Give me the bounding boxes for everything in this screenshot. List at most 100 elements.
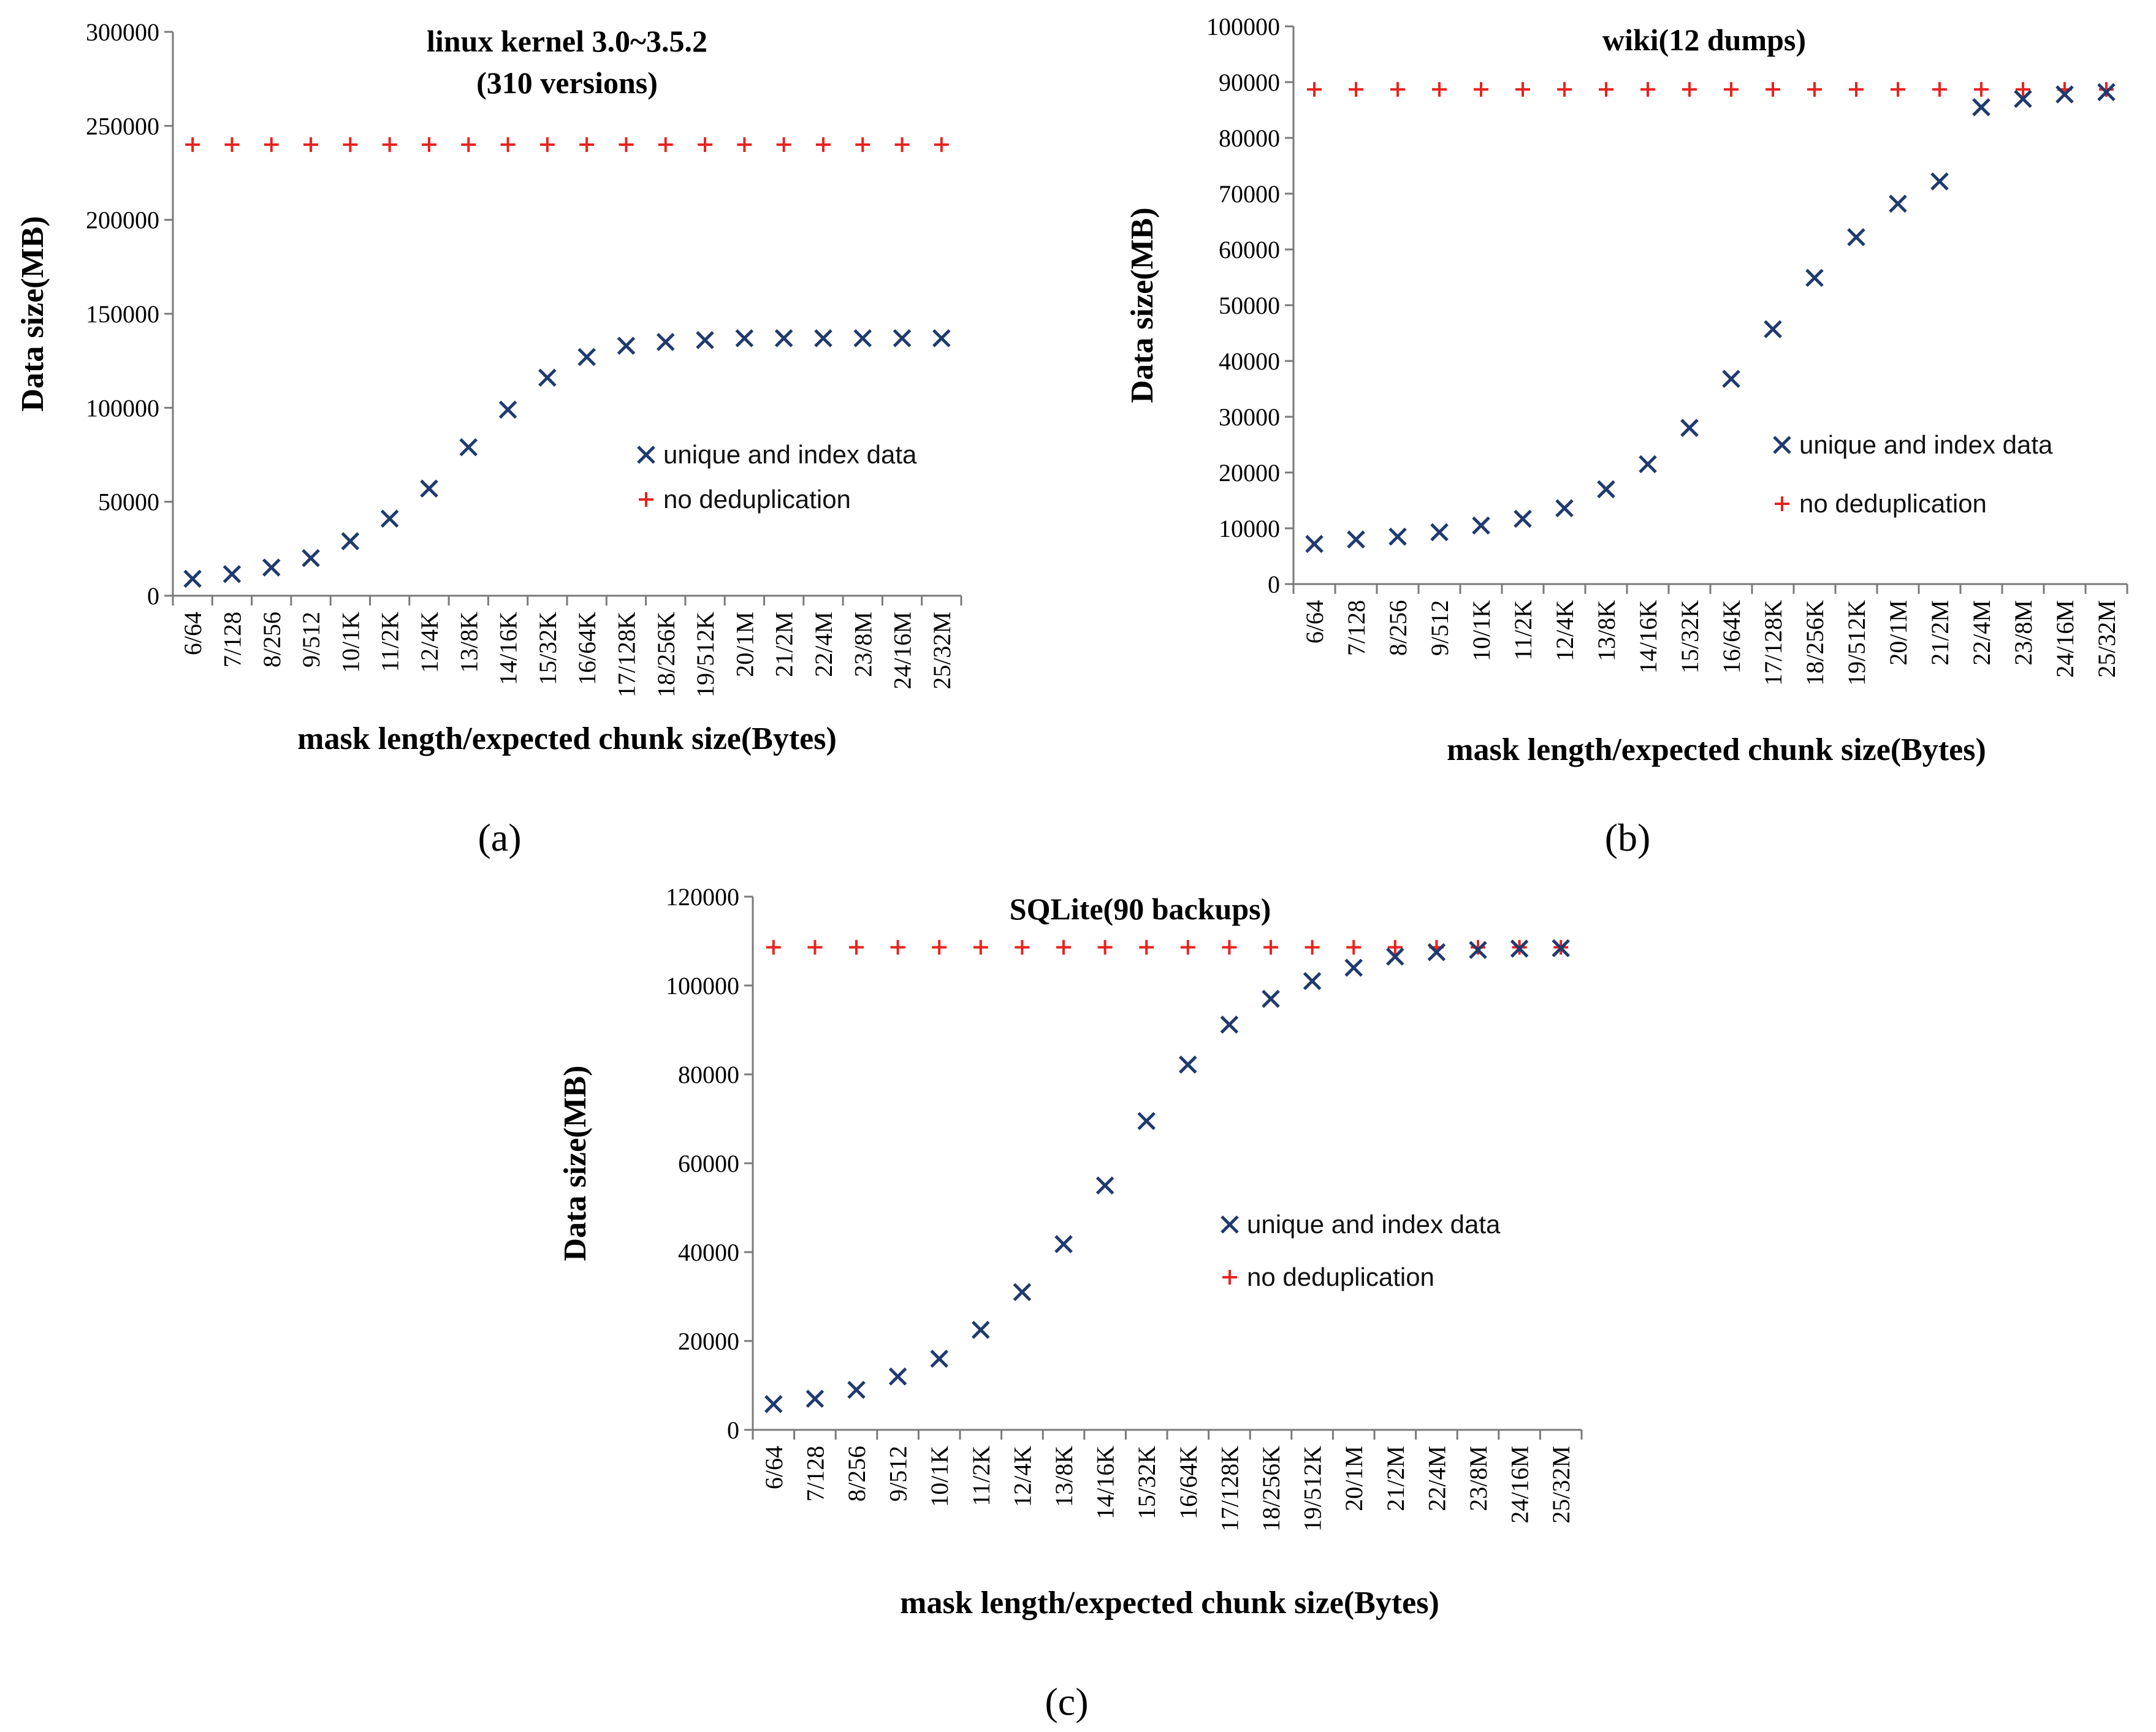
marker-stroke bbox=[498, 400, 517, 419]
chart-panel-3: 0 20000 40000 60000 80000 100000 120000 6/64 7/1… bbox=[558, 883, 1583, 1723]
data-point-plus bbox=[807, 940, 823, 955]
data-point-x bbox=[1262, 989, 1280, 1008]
marker-stroke bbox=[1555, 499, 1574, 518]
x-tick-label: 21/2M bbox=[1382, 1446, 1409, 1511]
data-point-x bbox=[774, 329, 793, 348]
marker-stroke bbox=[420, 479, 438, 498]
marker-stroke bbox=[2055, 85, 2074, 104]
x-tick-label: 16/64K bbox=[573, 612, 601, 685]
y-tick-label: 10000 bbox=[1219, 515, 1280, 542]
y-tick-label: 20000 bbox=[678, 1327, 739, 1355]
data-point-x bbox=[1388, 527, 1407, 546]
data-point-x bbox=[932, 329, 951, 348]
x-tick-label: 18/256K bbox=[652, 612, 680, 697]
marker-stroke bbox=[774, 329, 793, 348]
data-point-x bbox=[1054, 1235, 1073, 1253]
data-point-plus bbox=[1724, 82, 1739, 97]
marker-stroke bbox=[1427, 943, 1446, 962]
data-point-plus bbox=[343, 137, 358, 152]
marker-stroke bbox=[183, 569, 202, 588]
data-point-plus bbox=[1139, 940, 1154, 955]
x-tick-label: 20/1M bbox=[1340, 1446, 1368, 1511]
marker-stroke bbox=[888, 1367, 907, 1386]
data-point-plus bbox=[382, 137, 397, 152]
marker-stroke bbox=[1773, 436, 1791, 454]
y-tick-label: 250000 bbox=[86, 112, 159, 140]
data-point-plus bbox=[1682, 82, 1697, 97]
chart-title: SQLite(90 backups) bbox=[1010, 892, 1271, 926]
x-tick-label: 25/32M bbox=[1547, 1446, 1575, 1524]
x-tick-label: 12/4K bbox=[1551, 600, 1579, 661]
marker-stroke bbox=[577, 348, 596, 367]
x-tick-label: 7/128 bbox=[801, 1446, 829, 1502]
marker-stroke bbox=[1221, 1215, 1239, 1234]
data-point-x bbox=[696, 331, 714, 349]
data-point-x bbox=[1386, 948, 1404, 966]
x-tick-label: 7/128 bbox=[1343, 600, 1370, 656]
marker-stroke bbox=[1680, 419, 1699, 437]
data-point-x bbox=[735, 329, 754, 348]
data-point-x bbox=[1095, 1176, 1114, 1195]
x-axis-title: mask length/expected chunk size(Bytes) bbox=[1447, 732, 1986, 767]
x-tick-label: 19/512K bbox=[691, 612, 719, 697]
marker-stroke bbox=[637, 446, 655, 464]
x-tick-label: 10/1K bbox=[337, 612, 364, 673]
x-tick-label: 23/8M bbox=[1465, 1446, 1492, 1511]
data-point-plus bbox=[894, 137, 910, 152]
data-point-x bbox=[972, 1321, 990, 1339]
data-point-x bbox=[183, 569, 202, 588]
data-point-plus bbox=[698, 137, 713, 152]
marker-stroke bbox=[814, 329, 832, 348]
x-tick-label: 6/64 bbox=[760, 1446, 788, 1489]
data-point-plus bbox=[932, 940, 947, 955]
marker-stroke bbox=[1805, 268, 1824, 287]
data-point-plus bbox=[1432, 82, 1447, 97]
marker-stroke bbox=[1597, 480, 1615, 499]
marker-stroke bbox=[806, 1389, 825, 1408]
data-point-plus bbox=[1390, 82, 1405, 97]
data-point-plus bbox=[1515, 82, 1530, 97]
marker-stroke bbox=[930, 1350, 948, 1368]
x-tick-label: 16/64K bbox=[1718, 600, 1745, 674]
chart-title: wiki(12 dumps) bbox=[1602, 23, 1806, 57]
legend-marker-plus bbox=[639, 492, 653, 507]
x-tick-label: 21/2M bbox=[771, 612, 798, 677]
marker-stroke bbox=[1430, 523, 1449, 542]
series-no-deduplication bbox=[185, 137, 949, 152]
y-tick-label: 40000 bbox=[678, 1239, 739, 1266]
data-point-x bbox=[1305, 534, 1324, 553]
x-tick-label: 14/16K bbox=[1634, 600, 1662, 674]
data-point-plus bbox=[890, 940, 905, 955]
y-axis-title: Data size(MB) bbox=[558, 1065, 593, 1261]
legend: unique and index data no deduplication bbox=[637, 440, 917, 514]
chart-panel-2: 0 10000 20000 30000 40000 50000 60000 70000 8000… bbox=[1125, 13, 2128, 859]
data-point-plus bbox=[815, 137, 831, 152]
x-tick-label: 18/256K bbox=[1257, 1446, 1285, 1532]
marker-stroke bbox=[656, 333, 675, 351]
data-point-x bbox=[1347, 530, 1365, 549]
data-point-x bbox=[1680, 419, 1699, 437]
data-point-plus bbox=[1346, 940, 1362, 955]
x-tick-label: 19/512K bbox=[1843, 600, 1870, 686]
x-tick-label: 22/4M bbox=[1423, 1446, 1450, 1511]
y-axis-title: Data size(MB) bbox=[1125, 207, 1160, 403]
data-point-plus bbox=[934, 137, 949, 152]
data-point-x bbox=[1972, 98, 1990, 116]
legend-label: unique and index data bbox=[663, 440, 917, 469]
data-point-x bbox=[1597, 480, 1615, 499]
marker-stroke bbox=[1388, 527, 1407, 546]
data-point-x bbox=[380, 509, 399, 528]
legend-marker-x bbox=[637, 446, 655, 464]
data-point-plus bbox=[500, 137, 516, 152]
marker-stroke bbox=[1639, 455, 1657, 474]
x-tick-label: 8/256 bbox=[1384, 600, 1412, 656]
marker-stroke bbox=[893, 329, 912, 348]
x-tick-label: 20/1M bbox=[1884, 600, 1912, 666]
data-point-x bbox=[1510, 940, 1529, 958]
x-tick-label: 19/512K bbox=[1299, 1446, 1327, 1532]
marker-stroke bbox=[617, 336, 636, 355]
y-tick-label: 30000 bbox=[1219, 403, 1280, 431]
y-tick-label: 0 bbox=[147, 582, 159, 610]
y-tick-label: 40000 bbox=[1219, 348, 1280, 375]
